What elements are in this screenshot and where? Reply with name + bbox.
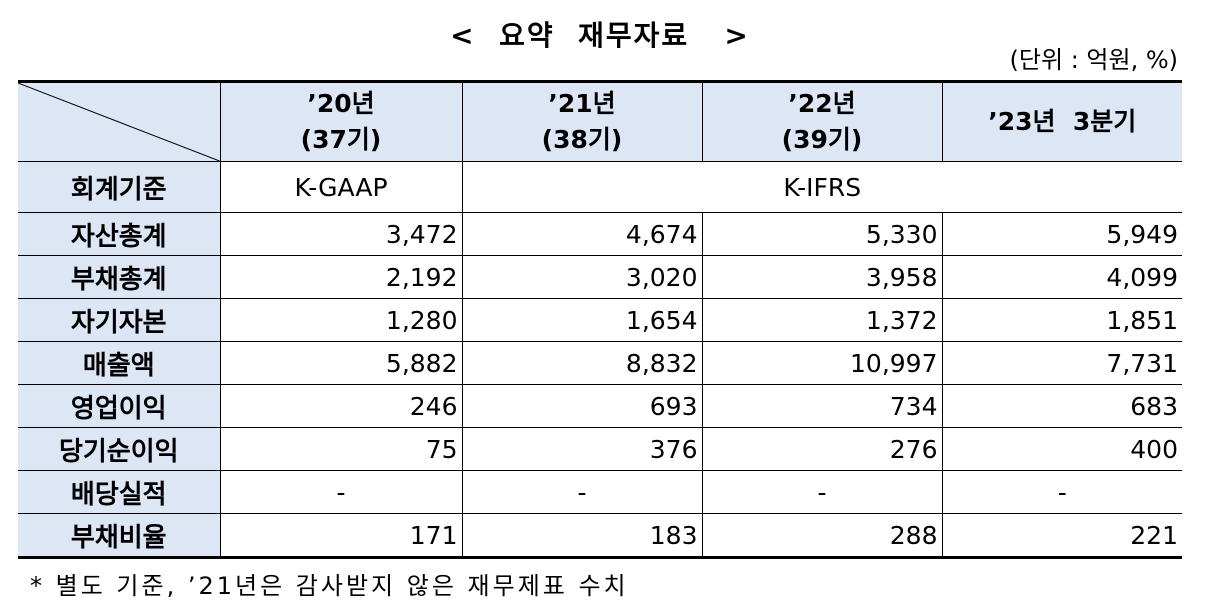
row-label: 당기순이익	[18, 427, 221, 471]
table-cell: 734	[701, 384, 943, 428]
table-cell: 2,192	[219, 255, 463, 299]
column-period: (37기)	[300, 125, 382, 154]
row-label: 부채비율	[18, 513, 221, 559]
table-cell: 4,099	[941, 255, 1182, 299]
row-label: 회계기준	[18, 161, 221, 213]
table-cell: 376	[461, 427, 703, 471]
row-label: 자기자본	[18, 298, 221, 342]
table-cell: 1,280	[219, 298, 463, 342]
table-cell: -	[461, 470, 703, 514]
table-cell: -	[941, 470, 1182, 514]
diagonal-line-icon	[18, 83, 220, 161]
column-header-2022: ’22년 (39기)	[701, 80, 943, 162]
table-row-accounting-basis: 회계기준 K-GAAP K-IFRS	[18, 161, 1182, 213]
table-cell: -	[219, 470, 463, 514]
table-row: 자기자본 1,280 1,654 1,372 1,851	[18, 298, 1182, 342]
cell-gaap: K-GAAP	[219, 161, 463, 213]
table-row: 자산총계 3,472 4,674 5,330 5,949	[18, 212, 1182, 256]
table-cell: 693	[461, 384, 703, 428]
table-cell: 4,674	[461, 212, 703, 256]
table-cell: 75	[219, 427, 463, 471]
row-label: 부채총계	[18, 255, 221, 299]
row-label: 자산총계	[18, 212, 221, 256]
table-row: 당기순이익 75 376 276 400	[18, 427, 1182, 471]
table-cell: -	[701, 470, 943, 514]
table-row: 영업이익 246 693 734 683	[18, 384, 1182, 428]
column-year: ’23년 3분기	[988, 107, 1137, 136]
table-row: 부채총계 2,192 3,020 3,958 4,099	[18, 255, 1182, 299]
table-cell: 3,958	[701, 255, 943, 299]
table-cell: 3,472	[219, 212, 463, 256]
table-cell: 5,330	[701, 212, 943, 256]
page-title: < 요약 재무자료 >	[450, 19, 750, 52]
table-cell: 5,949	[941, 212, 1182, 256]
row-label: 배당실적	[18, 470, 221, 514]
table-cell: 5,882	[219, 341, 463, 385]
table-cell: 171	[219, 513, 463, 559]
table-row: 배당실적 - - - -	[18, 470, 1182, 514]
table-cell: 7,731	[941, 341, 1182, 385]
table-cell: 221	[941, 513, 1182, 559]
table-cell: 1,654	[461, 298, 703, 342]
financial-summary-table: ’20년 (37기) ’21년 (38기) ’22년 (39기) ’23년 3분…	[18, 80, 1182, 559]
table-cell: 400	[941, 427, 1182, 471]
corner-cell	[18, 80, 221, 162]
table-cell: 1,851	[941, 298, 1182, 342]
table-cell: 1,372	[701, 298, 943, 342]
table-cell: 276	[701, 427, 943, 471]
cell-ifrs: K-IFRS	[461, 161, 1182, 213]
column-year: ’22년	[788, 89, 856, 118]
table-cell: 288	[701, 513, 943, 559]
table-cell: 183	[461, 513, 703, 559]
column-header-2020: ’20년 (37기)	[219, 80, 463, 162]
table-row: 부채비율 171 183 288 221	[18, 513, 1182, 559]
header-row: ’20년 (37기) ’21년 (38기) ’22년 (39기) ’23년 3분…	[18, 80, 1182, 162]
row-label: 매출액	[18, 341, 221, 385]
table-cell: 683	[941, 384, 1182, 428]
row-label: 영업이익	[18, 384, 221, 428]
column-header-2023-q3: ’23년 3분기	[941, 80, 1182, 162]
column-period: (39기)	[781, 125, 863, 154]
table-cell: 8,832	[461, 341, 703, 385]
table-cell: 246	[219, 384, 463, 428]
table-cell: 10,997	[701, 341, 943, 385]
footnote: * 별도 기준, ’21년은 감사받지 않은 재무제표 수치	[30, 572, 629, 600]
column-year: ’20년	[307, 89, 375, 118]
table-row: 매출액 5,882 8,832 10,997 7,731	[18, 341, 1182, 385]
unit-label: (단위 : 억원, %)	[1009, 46, 1178, 74]
column-period: (38기)	[541, 125, 623, 154]
table-cell: 3,020	[461, 255, 703, 299]
column-year: ’21년	[548, 89, 616, 118]
column-header-2021: ’21년 (38기)	[461, 80, 703, 162]
